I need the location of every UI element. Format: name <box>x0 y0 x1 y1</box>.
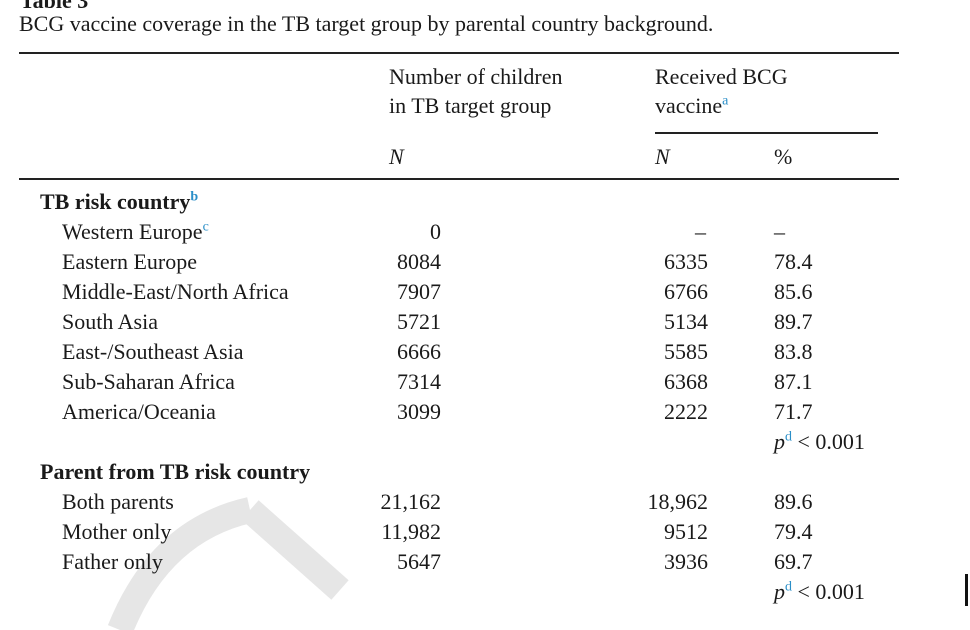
row-label-text: Western Europe <box>62 219 203 244</box>
section-heading: TB risk countryb <box>40 187 198 217</box>
row-label: Father only <box>62 547 163 577</box>
cell-received-n: 9512 <box>664 519 708 544</box>
row-label-text: Middle-East/North Africa <box>62 279 289 304</box>
cell-received-pct: – <box>774 219 785 244</box>
footnote-d-marker: d <box>785 429 792 445</box>
cell-received-pct: 83.8 <box>774 339 813 364</box>
row-label-text: Both parents <box>62 489 174 514</box>
cell-received-pct: 79.4 <box>774 519 813 544</box>
row-label: Middle-East/North Africa <box>62 277 289 307</box>
row-label: Sub-Saharan Africa <box>62 367 235 397</box>
p-value-symbol: p <box>774 579 785 604</box>
header-bottom-rule <box>19 178 899 180</box>
subheader-n1: N <box>389 144 404 169</box>
p-value: pd < 0.001 <box>774 577 865 607</box>
row-label-text: South Asia <box>62 309 158 334</box>
cell-received-n: – <box>695 219 706 244</box>
row-label: Mother only <box>62 517 171 547</box>
row-label-text: Sub-Saharan Africa <box>62 369 235 394</box>
cell-children-n: 21,162 <box>380 489 442 514</box>
section-heading: Parent from TB risk country <box>40 457 310 487</box>
header-col1-line2: in TB target group <box>389 93 552 118</box>
subheader-pct: % <box>774 144 793 169</box>
row-label-text: East-/Southeast Asia <box>62 339 244 364</box>
table-caption: BCG vaccine coverage in the TB target gr… <box>19 11 714 36</box>
cell-children-n: 7314 <box>397 369 441 394</box>
row-label-text: Eastern Europe <box>62 249 197 274</box>
row-label: America/Oceania <box>62 397 216 427</box>
cell-children-n: 5721 <box>397 309 441 334</box>
row-label: Both parents <box>62 487 174 517</box>
p-value: pd < 0.001 <box>774 427 865 457</box>
cell-received-pct: 69.7 <box>774 549 813 574</box>
header-col2-line1: Received BCG <box>655 64 788 89</box>
header-col2-line2-wrap: vaccinea <box>655 91 788 120</box>
table-title: Table 3 <box>20 0 89 13</box>
cell-received-pct: 78.4 <box>774 249 813 274</box>
row-label: East-/Southeast Asia <box>62 337 243 367</box>
sub-rule <box>655 132 878 134</box>
cell-received-pct: 89.7 <box>774 309 813 334</box>
cell-received-n: 6368 <box>664 369 708 394</box>
footnote-c-marker: c <box>202 219 209 235</box>
row-label: Eastern Europe <box>62 247 197 277</box>
cell-received-pct: 89.6 <box>774 489 813 514</box>
cell-received-pct: 71.7 <box>774 399 813 424</box>
cell-children-n: 5647 <box>397 549 441 574</box>
cell-received-n: 3936 <box>664 549 708 574</box>
header-col1-line1: Number of children <box>389 64 563 89</box>
cell-received-n: 2222 <box>664 399 708 424</box>
subheader-n2: N <box>655 144 670 169</box>
footnote-d-marker: d <box>785 579 792 595</box>
p-value-text: < 0.001 <box>792 579 865 604</box>
cell-received-n: 5134 <box>664 309 708 334</box>
p-value-text: < 0.001 <box>792 429 865 454</box>
cell-received-n: 6766 <box>664 279 708 304</box>
cell-children-n: 11,982 <box>381 519 441 544</box>
p-value-symbol: p <box>774 429 785 454</box>
header-col2: Received BCG vaccinea <box>655 62 788 120</box>
section-heading-label: TB risk country <box>40 189 191 214</box>
row-label-text: Mother only <box>62 519 172 544</box>
header-col1: Number of children in TB target group <box>389 62 563 120</box>
cell-received-n: 18,962 <box>647 489 709 514</box>
cell-received-n: 5585 <box>664 339 708 364</box>
row-label: South Asia <box>62 307 158 337</box>
row-label-text: America/Oceania <box>62 399 216 424</box>
footnote-b-marker: b <box>190 189 199 205</box>
top-rule <box>19 52 899 54</box>
header-col2-line2: vaccine <box>655 93 723 118</box>
cell-received-pct: 87.1 <box>774 369 813 394</box>
cell-children-n: 7907 <box>397 279 441 304</box>
row-label-text: Father only <box>62 549 163 574</box>
section-heading-label: Parent from TB risk country <box>40 459 311 484</box>
cell-received-pct: 85.6 <box>774 279 813 304</box>
cell-received-n: 6335 <box>664 249 708 274</box>
cell-children-n: 3099 <box>397 399 441 424</box>
page-edge-marker <box>965 574 968 606</box>
cell-children-n: 8084 <box>397 249 441 274</box>
footnote-a-marker: a <box>722 93 729 109</box>
cell-children-n: 0 <box>430 219 441 244</box>
cell-children-n: 6666 <box>397 339 441 364</box>
row-label: Western Europec <box>62 217 209 247</box>
